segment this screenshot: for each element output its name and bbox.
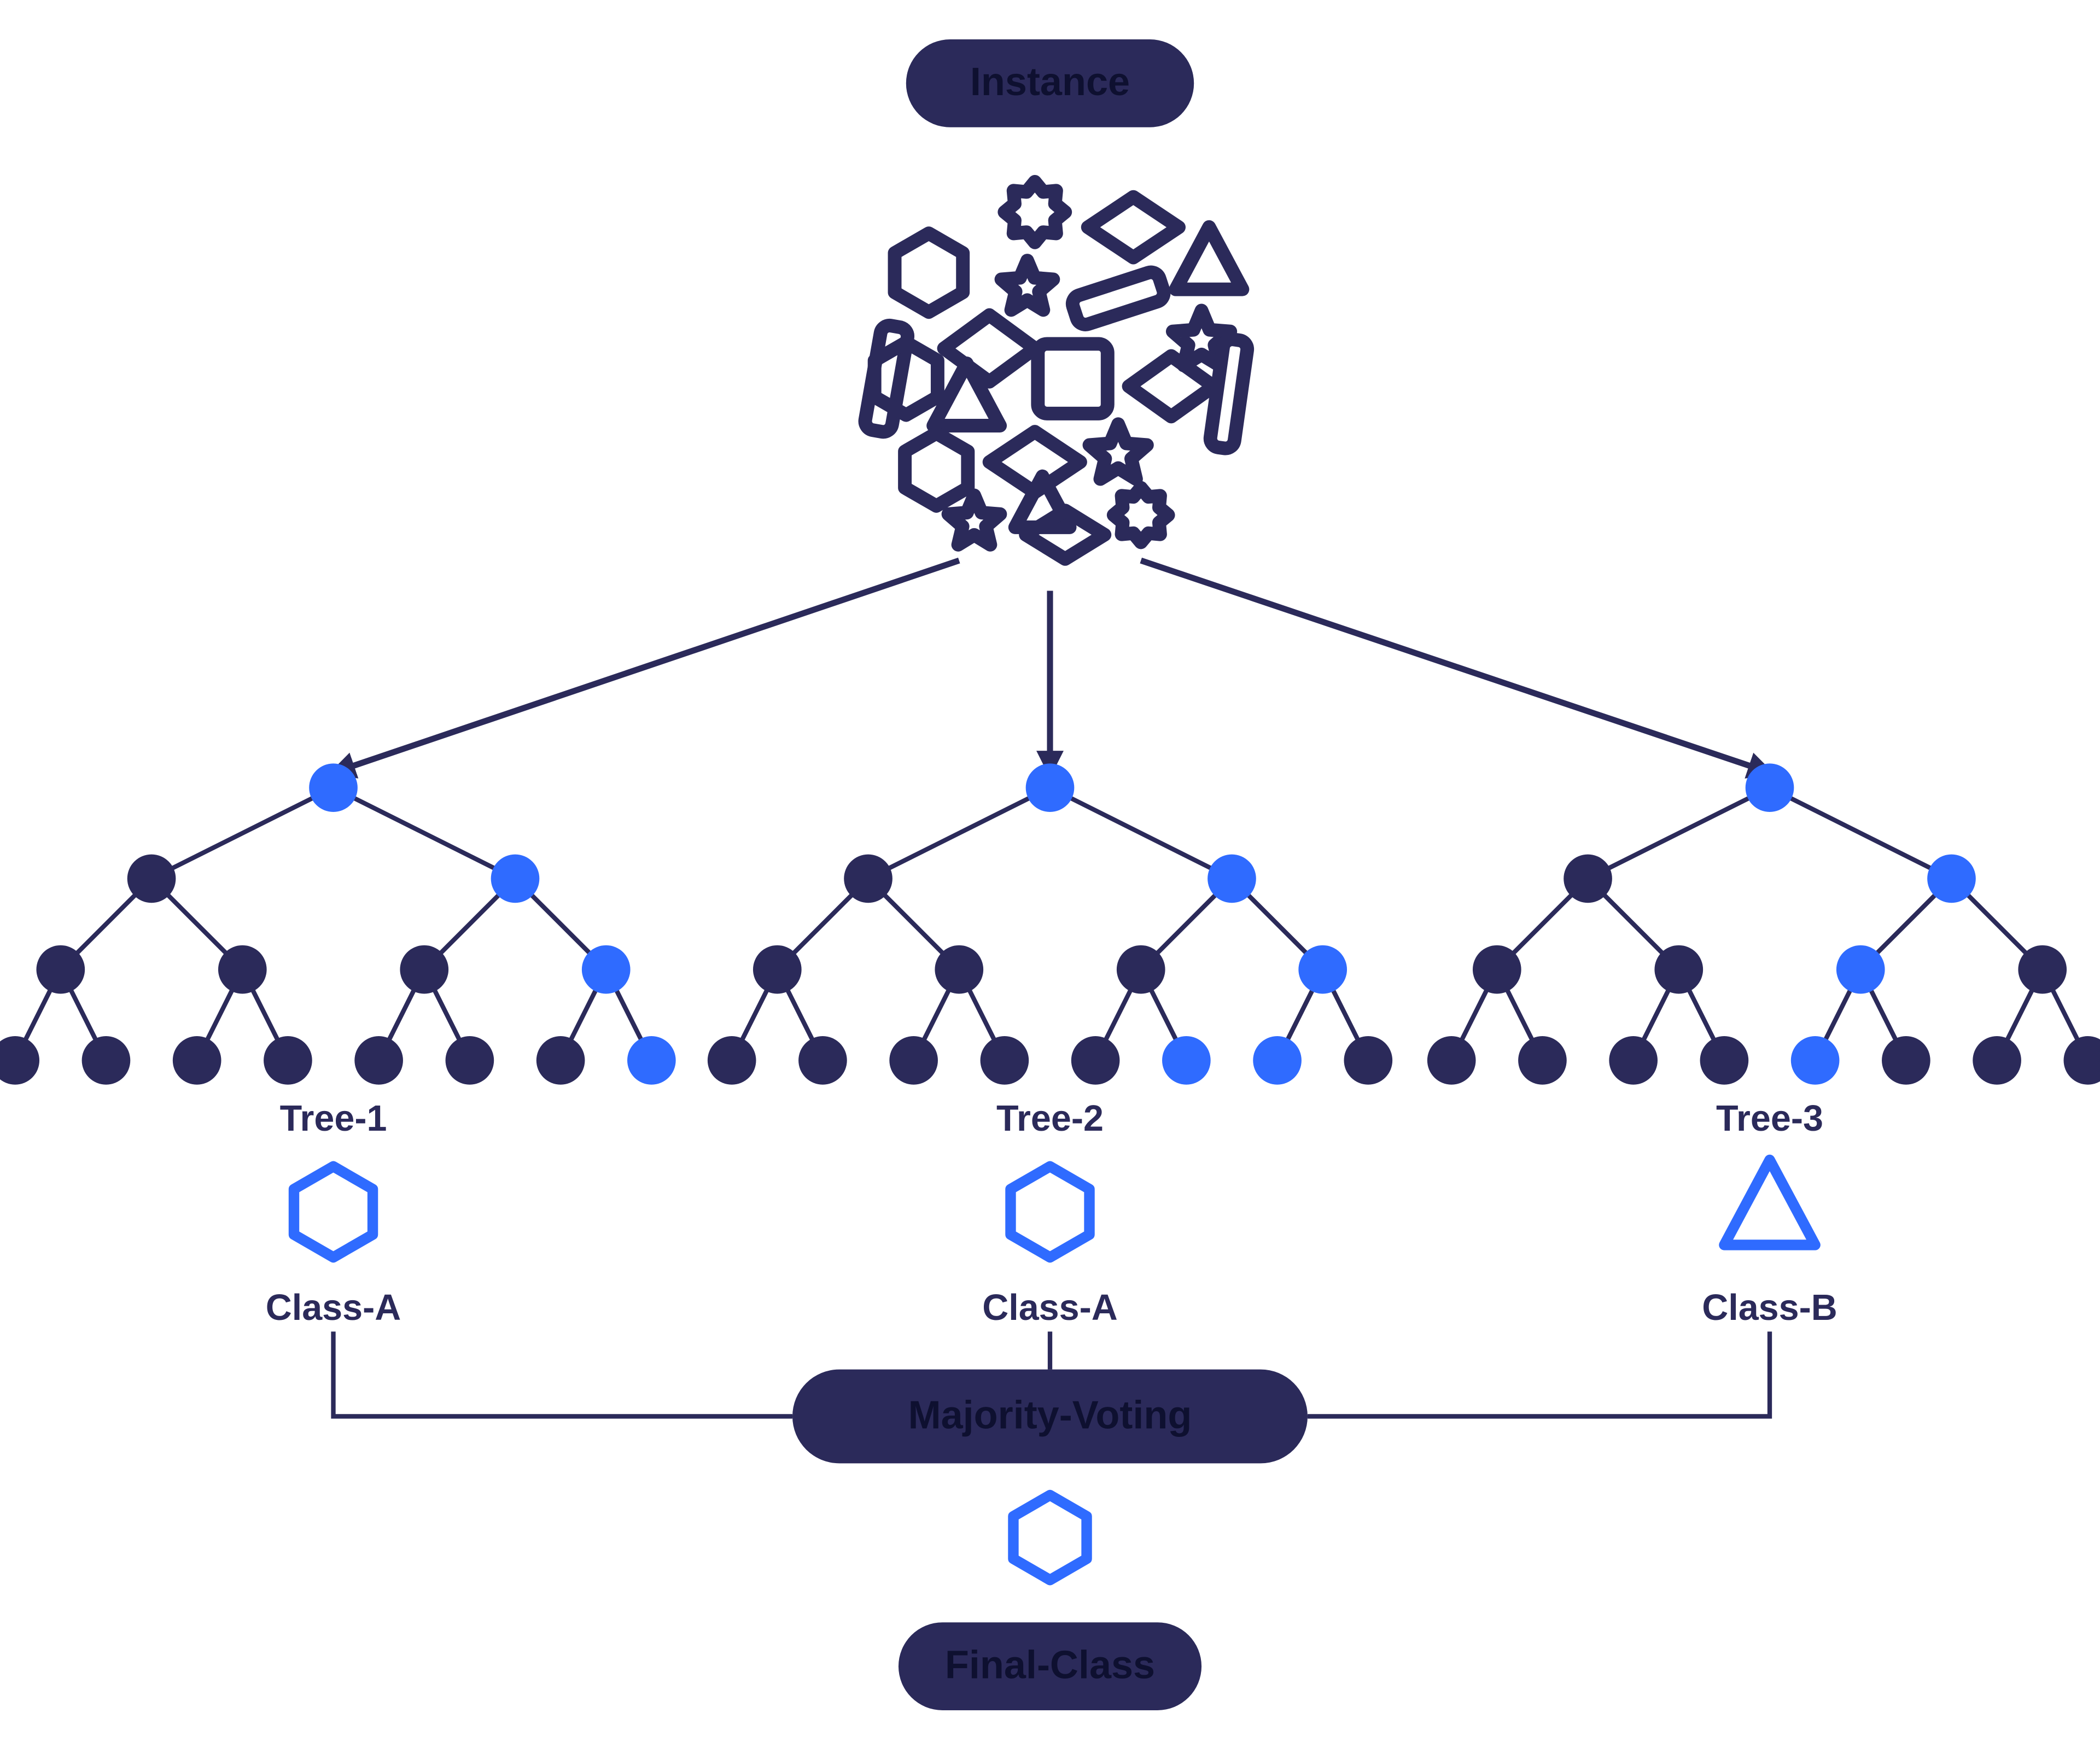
- instance-pill-label: Instance: [970, 60, 1130, 104]
- tree1-title: Tree-1: [280, 1098, 387, 1139]
- tree1-result-shape: [294, 1166, 372, 1257]
- tree3: Tree-3 Class-B: [1427, 763, 2100, 1328]
- tree2-class-label: Class-A: [982, 1288, 1118, 1328]
- tree2-title: Tree-2: [996, 1098, 1104, 1139]
- merge-line-2: [1308, 1331, 1770, 1416]
- tree3-result-shape: [1724, 1160, 1815, 1244]
- dist-arrow-2: [1141, 560, 1770, 773]
- tree3-class-label: Class-B: [1702, 1288, 1838, 1328]
- instance-pill: Instance: [906, 39, 1194, 127]
- final-class-pill: Final-Class: [899, 1622, 1201, 1710]
- tree3-title: Tree-3: [1716, 1098, 1823, 1139]
- merge-line-0: [334, 1331, 792, 1416]
- tree1-class-label: Class-A: [266, 1288, 401, 1328]
- final-shape: [1013, 1495, 1087, 1580]
- tree2-result-shape: [1011, 1166, 1089, 1257]
- final-class-pill-label: Final-Class: [945, 1643, 1155, 1687]
- tree2: Tree-2 Class-A: [708, 763, 1392, 1328]
- dist-arrow-0: [334, 560, 959, 773]
- shapes-cluster: [864, 182, 1248, 559]
- voting-pill: Majority-Voting: [792, 1370, 1308, 1464]
- voting-pill-label: Majority-Voting: [908, 1393, 1192, 1437]
- tree1: Tree-1 Class-A: [0, 763, 676, 1328]
